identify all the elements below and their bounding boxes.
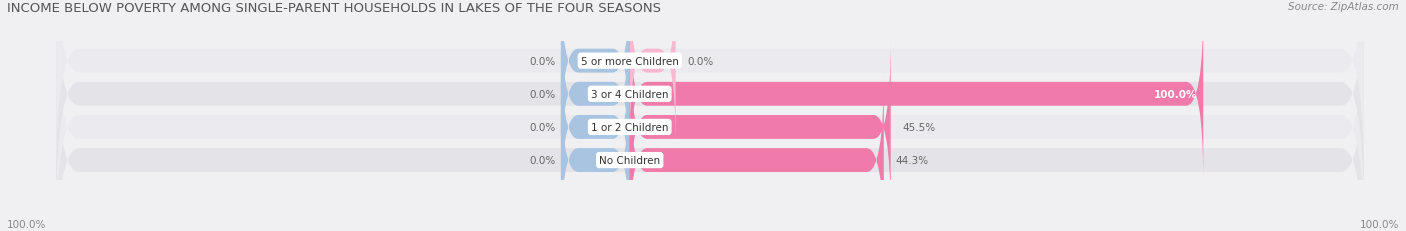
Text: 44.3%: 44.3% (896, 155, 928, 165)
FancyBboxPatch shape (630, 40, 890, 215)
Text: 0.0%: 0.0% (529, 122, 555, 132)
FancyBboxPatch shape (56, 7, 1364, 231)
FancyBboxPatch shape (561, 40, 630, 215)
FancyBboxPatch shape (56, 40, 1364, 231)
FancyBboxPatch shape (561, 0, 630, 149)
Text: 1 or 2 Children: 1 or 2 Children (591, 122, 668, 132)
Text: 0.0%: 0.0% (529, 56, 555, 66)
FancyBboxPatch shape (561, 73, 630, 231)
FancyBboxPatch shape (630, 0, 676, 149)
Text: INCOME BELOW POVERTY AMONG SINGLE-PARENT HOUSEHOLDS IN LAKES OF THE FOUR SEASONS: INCOME BELOW POVERTY AMONG SINGLE-PARENT… (7, 2, 661, 15)
Text: 0.0%: 0.0% (529, 89, 555, 99)
Text: 100.0%: 100.0% (7, 219, 46, 229)
Text: 3 or 4 Children: 3 or 4 Children (591, 89, 668, 99)
Text: 0.0%: 0.0% (529, 155, 555, 165)
FancyBboxPatch shape (630, 73, 884, 231)
FancyBboxPatch shape (630, 7, 1204, 182)
Text: 100.0%: 100.0% (1360, 219, 1399, 229)
Text: Source: ZipAtlas.com: Source: ZipAtlas.com (1288, 2, 1399, 12)
Text: No Children: No Children (599, 155, 661, 165)
Text: 100.0%: 100.0% (1154, 89, 1198, 99)
Text: 0.0%: 0.0% (688, 56, 713, 66)
FancyBboxPatch shape (561, 7, 630, 182)
FancyBboxPatch shape (56, 0, 1364, 182)
Text: 45.5%: 45.5% (903, 122, 935, 132)
FancyBboxPatch shape (56, 0, 1364, 215)
Text: 5 or more Children: 5 or more Children (581, 56, 679, 66)
